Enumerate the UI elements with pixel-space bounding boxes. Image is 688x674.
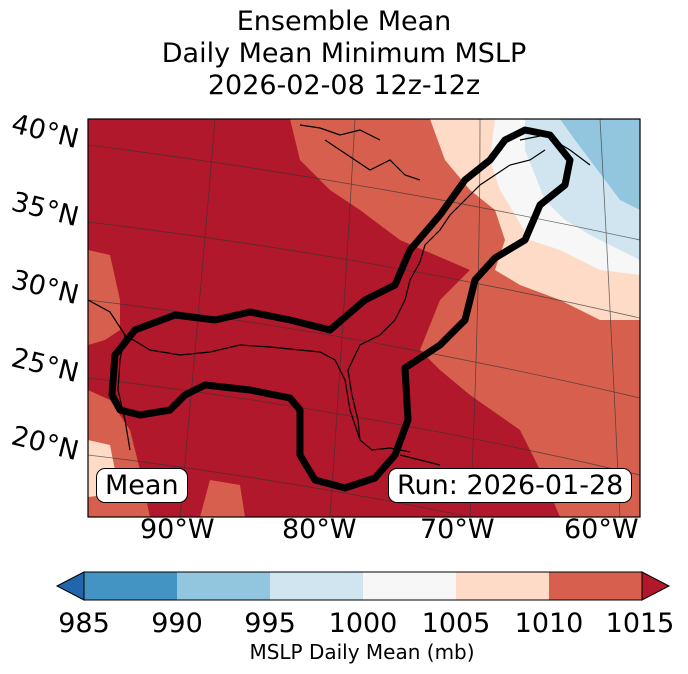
colorbar-tick-990: 990 — [151, 608, 203, 639]
pressure-contour — [108, 126, 574, 492]
mean-label-box: Mean — [96, 468, 188, 503]
colorbar-extend-high — [641, 571, 671, 601]
title-line-2: Daily Mean Minimum MSLP — [161, 38, 527, 69]
colorbar-swatch-985-990 — [84, 572, 177, 600]
colorbar-tick-995: 995 — [244, 608, 296, 639]
colorbar-swatch-1010-1015 — [549, 572, 642, 600]
colorbar — [55, 571, 671, 601]
lon-label-80w: 80°W — [282, 514, 357, 545]
lon-label-90w: 90°W — [140, 514, 215, 545]
colorbar-swatch-1000-1005 — [363, 572, 456, 600]
run-date-label-box: Run: 2026-01-28 — [388, 468, 633, 503]
title-line-3: 2026-02-08 12z-12z — [207, 70, 481, 101]
colorbar-label: MSLP Daily Mean (mb) — [249, 640, 475, 664]
colorbar-tick-1015: 1015 — [605, 608, 675, 639]
colorbar-tick-1010: 1010 — [514, 608, 584, 639]
colorbar-swatch-990-995 — [177, 572, 270, 600]
colorbar-tick-985: 985 — [58, 608, 110, 639]
colorbar-extend-low — [55, 571, 85, 601]
colorbar-tick-1000: 1000 — [328, 608, 398, 639]
colorbar-tick-1005: 1005 — [421, 608, 491, 639]
colorbar-swatch-1005-1010 — [456, 572, 549, 600]
lon-label-60w: 60°W — [564, 514, 639, 545]
lon-label-70w: 70°W — [420, 514, 495, 545]
title-line-1: Ensemble Mean — [236, 6, 452, 37]
colorbar-swatch-995-1000 — [270, 572, 363, 600]
map-frame — [87, 118, 641, 518]
graticule — [88, 119, 640, 517]
